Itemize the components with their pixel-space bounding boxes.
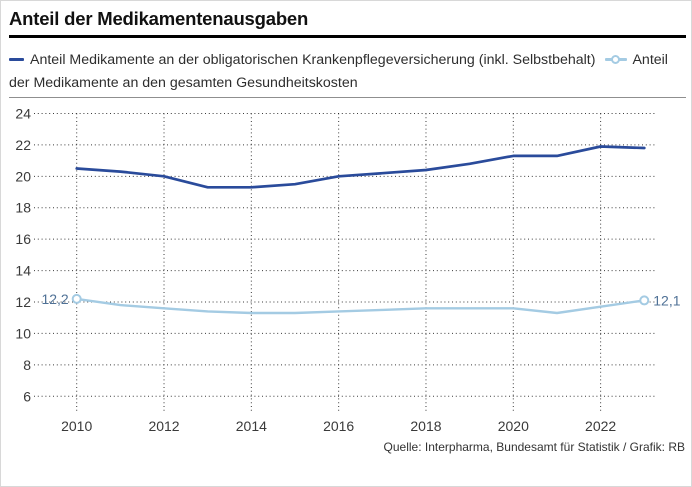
page-title: Anteil der Medikamentenausgaben — [9, 8, 309, 29]
endpoint-marker-last — [639, 295, 650, 306]
title-rule — [9, 35, 686, 38]
legend-label-series2: Anteil der Medikamente an den gesamten G… — [9, 52, 668, 91]
x-tick-label: 2018 — [410, 418, 441, 434]
series1-line — [75, 145, 646, 189]
legend: Anteil Medikamente an der obligatorische… — [9, 49, 687, 95]
series2-line — [75, 297, 646, 315]
y-tick-label: 6 — [23, 388, 31, 404]
y-tick-label: 24 — [15, 105, 31, 121]
y-tick-label: 12 — [15, 294, 31, 310]
source-note: Quelle: Interpharma, Bundesamt für Stati… — [383, 440, 685, 454]
x-tick-label: 2014 — [236, 418, 267, 434]
y-tick-label: 14 — [15, 263, 31, 279]
series1-line-icon — [9, 57, 24, 61]
y-tick-label: 8 — [23, 357, 31, 373]
x-tick-label: 2010 — [61, 418, 92, 434]
y-tick-label: 18 — [15, 200, 31, 216]
endpoint-marker-first — [71, 293, 82, 304]
x-tick-label: 2012 — [148, 418, 179, 434]
x-tick-label: 2016 — [323, 418, 354, 434]
y-tick-label: 20 — [15, 168, 31, 184]
y-tick-label: 16 — [15, 231, 31, 247]
legend-divider — [9, 97, 686, 98]
y-tick-label: 10 — [15, 325, 31, 341]
value-label-last: 12,1 — [653, 292, 680, 308]
series2-line-circle-icon — [605, 54, 628, 64]
legend-label-series1: Anteil Medikamente an der obligatorische… — [30, 52, 596, 68]
x-tick-label: 2022 — [585, 418, 616, 434]
y-tick-label: 22 — [15, 137, 31, 153]
value-label-first: 12,2 — [41, 291, 68, 307]
x-tick-label: 2020 — [498, 418, 529, 434]
